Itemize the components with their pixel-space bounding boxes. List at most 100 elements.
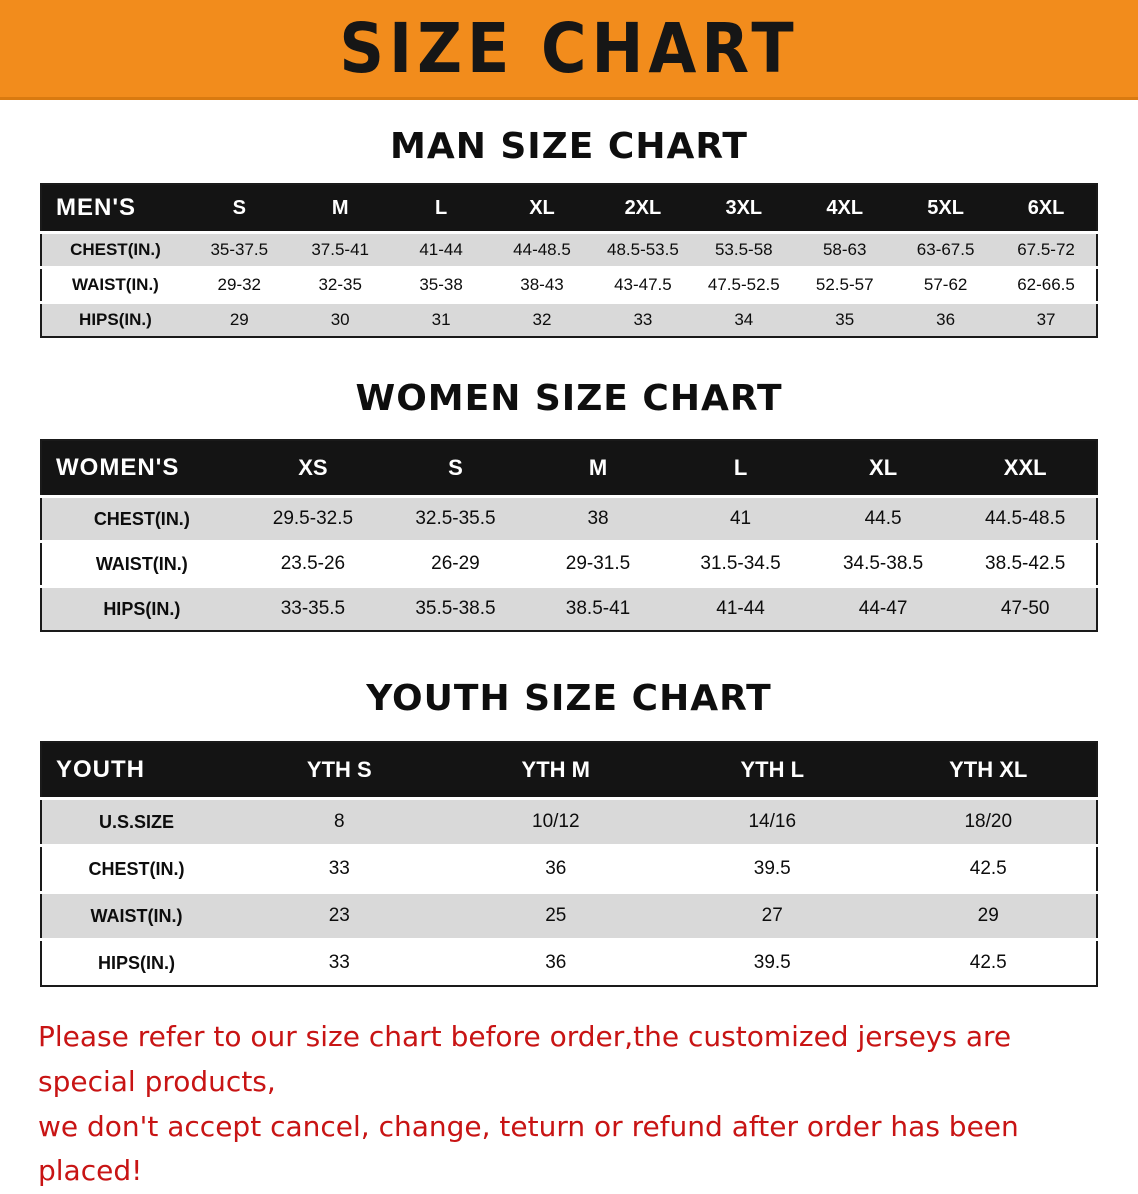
size-table: WOMEN'S XS S M L XL XXL CHEST(IN.) 29.5-32.5 32.5… (40, 439, 1098, 632)
column-header: YTH M (447, 742, 665, 799)
value-cell: 39.5 (753, 858, 791, 879)
footer-note: Please refer to our size chart before or… (38, 1015, 1100, 1194)
column-header: YTH XL (880, 742, 1097, 799)
column-header: YTH L (664, 742, 881, 799)
header-row: WOMEN'S XS S M L XL XXL (41, 440, 1097, 497)
value-cell: 35-38 (419, 275, 463, 294)
header-row: MEN'S S M L XL 2XL 3XL 4XL 5XL 6XL (41, 184, 1097, 233)
value-cell: 26-29 (431, 553, 480, 574)
value-cell: 38.5-41 (565, 598, 631, 619)
value-cell: 58-63 (822, 240, 867, 259)
value-cell: 52.5-57 (815, 275, 874, 294)
value-cell: 36 (545, 952, 567, 973)
value-cell: 32 (532, 310, 552, 329)
size-chart-section-1: WOMEN SIZE CHART WOMEN'S XS S M L XL XXL CHEST(I… (0, 378, 1138, 632)
value-cell: 29 (229, 310, 249, 329)
value-cell: 42.5 (969, 952, 1007, 973)
table-row: HIPS(IN.) 33 36 39.5 42.5 (41, 939, 1097, 986)
value-cell: 35-37.5 (210, 240, 269, 259)
table-row: WAIST(IN.) 23.5-26 26-29 29-31.5 31.5-34.5 34… (41, 541, 1097, 587)
value-cell: 47.5-52.5 (707, 275, 780, 294)
column-header: M (526, 440, 670, 497)
value-cell: 63-67.5 (916, 240, 975, 259)
value-cell: 33-35.5 (280, 598, 346, 619)
row-label: CHEST(IN.) (88, 858, 185, 879)
value-cell: 29-31.5 (565, 553, 631, 574)
section-title: WOMEN SIZE CHART (355, 378, 783, 419)
table-row: HIPS(IN.) 33-35.5 35.5-38.5 38.5-41 41-44 44-… (41, 586, 1097, 631)
value-cell: 37 (1036, 310, 1056, 329)
footer-line-2: we don't accept cancel, change, teturn o… (38, 1109, 1019, 1188)
value-cell: 36 (545, 858, 567, 879)
footer-line-1: Please refer to our size chart before or… (38, 1020, 1012, 1098)
row-label: WAIST(IN.) (95, 553, 188, 574)
size-table: MEN'S S M L XL 2XL 3XL 4XL 5XL 6XL CHEST(IN.) 35-37… (40, 183, 1098, 338)
column-header: XL (491, 184, 593, 233)
value-cell: 48.5-53.5 (606, 240, 679, 259)
table-row: WAIST(IN.) 29-32 32-35 35-38 38-43 43-47.5 47.… (41, 267, 1097, 303)
table-row: CHEST(IN.) 33 36 39.5 42.5 (41, 845, 1097, 893)
value-cell: 41-44 (716, 598, 765, 619)
value-cell: 10/12 (532, 811, 580, 832)
column-header: L (669, 440, 812, 497)
column-header: 4XL (794, 184, 896, 233)
group-label: YOUTH (41, 742, 232, 799)
group-label: MEN'S (41, 184, 189, 233)
value-cell: 27 (761, 905, 783, 926)
column-header: YTH S (231, 742, 448, 799)
value-cell: 38 (587, 508, 609, 529)
size-chart-section-0: MAN SIZE CHART MEN'S S M L XL 2XL 3XL 4XL 5XL 6XL C… (0, 126, 1138, 338)
value-cell: 8 (334, 811, 345, 832)
value-cell: 35.5-38.5 (415, 598, 496, 619)
value-cell: 18/20 (964, 811, 1013, 832)
charts-container: MAN SIZE CHART MEN'S S M L XL 2XL 3XL 4XL 5XL 6XL C… (0, 126, 1138, 987)
value-cell: 67.5-72 (1017, 240, 1075, 259)
table-row: U.S.SIZE 8 10/12 14/16 18/20 (41, 798, 1097, 846)
value-cell: 39.5 (753, 952, 791, 973)
column-header: L (390, 184, 492, 233)
row-label: HIPS(IN.) (98, 952, 176, 973)
column-header: 2XL (592, 184, 694, 233)
value-cell: 36 (936, 310, 956, 329)
value-cell: 35 (835, 310, 855, 329)
section-title: YOUTH SIZE CHART (366, 678, 772, 719)
value-cell: 38.5-42.5 (985, 553, 1066, 574)
value-cell: 44-47 (858, 598, 908, 619)
value-cell: 57-62 (923, 275, 968, 294)
table-row: HIPS(IN.) 29 30 31 32 33 34 35 36 37 (41, 302, 1097, 337)
value-cell: 31.5-34.5 (700, 553, 781, 574)
value-cell: 29 (977, 905, 999, 926)
value-cell: 30 (330, 310, 350, 329)
table-row: CHEST(IN.) 29.5-32.5 32.5-35.5 38 41 44.5 44.5… (41, 496, 1097, 542)
value-cell: 33 (633, 310, 653, 329)
column-header: XXL (954, 440, 1097, 497)
column-header: XL (811, 440, 955, 497)
banner: SIZE CHART (0, 0, 1138, 100)
column-header: 3XL (693, 184, 795, 233)
value-cell: 44.5 (864, 508, 902, 529)
value-cell: 14/16 (748, 811, 797, 832)
header-row: YOUTH YTH S YTH M YTH L YTH XL (41, 742, 1097, 799)
column-header: S (188, 184, 290, 233)
value-cell: 44.5-48.5 (985, 508, 1066, 529)
value-cell: 25 (545, 905, 567, 926)
row-label: HIPS(IN.) (103, 598, 181, 619)
value-cell: 23.5-26 (280, 553, 346, 574)
value-cell: 31 (431, 310, 451, 329)
row-label: HIPS(IN.) (79, 310, 152, 329)
value-cell: 23 (328, 905, 350, 926)
column-header: XS (241, 440, 385, 497)
value-cell: 33 (328, 858, 350, 879)
page-title: SIZE CHART (339, 8, 799, 89)
value-cell: 32-35 (318, 275, 362, 294)
value-cell: 62-66.5 (1017, 275, 1075, 294)
value-cell: 33 (328, 952, 350, 973)
value-cell: 41-44 (419, 240, 463, 259)
column-header: M (289, 184, 391, 233)
row-label: U.S.SIZE (99, 811, 175, 832)
row-label: CHEST(IN.) (70, 240, 161, 259)
size-table: YOUTH YTH S YTH M YTH L YTH XL U.S.SIZE 8 10/12… (40, 741, 1098, 987)
column-header: 6XL (996, 184, 1097, 233)
value-cell: 43-47.5 (614, 275, 672, 294)
